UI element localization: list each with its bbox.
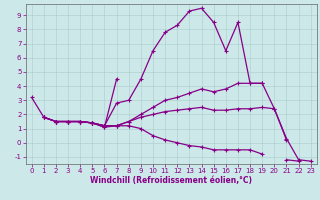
X-axis label: Windchill (Refroidissement éolien,°C): Windchill (Refroidissement éolien,°C) [90,176,252,185]
